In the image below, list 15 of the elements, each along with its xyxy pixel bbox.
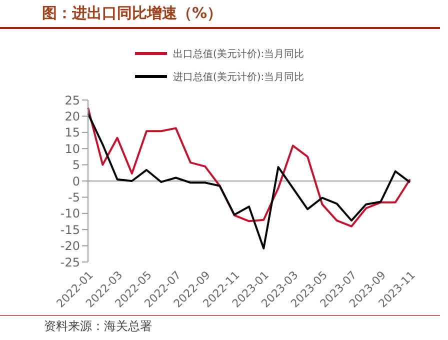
y-tick-label: -15 bbox=[60, 222, 80, 237]
y-tick-label: -10 bbox=[60, 206, 80, 221]
y-tick-label: 25 bbox=[64, 93, 80, 108]
y-tick-label: 15 bbox=[64, 126, 80, 140]
legend-label: 进口总值(美元计价):当月同比 bbox=[173, 70, 304, 84]
y-tick-label: 10 bbox=[64, 142, 80, 156]
y-tick-label: -25 bbox=[60, 255, 80, 270]
y-tick-label: -5 bbox=[68, 190, 80, 204]
text: 资料来源：海关总署 bbox=[44, 318, 152, 335]
y-tick-label: 5 bbox=[72, 158, 80, 172]
y-tick-label: 20 bbox=[64, 109, 80, 124]
chart-title: 图：进出口同比增速（%） bbox=[42, 4, 222, 23]
legend-label: 出口总值(美元计价):当月同比 bbox=[173, 48, 304, 60]
y-tick-label: -20 bbox=[60, 239, 80, 254]
y-tick-label: 0 bbox=[72, 174, 80, 188]
